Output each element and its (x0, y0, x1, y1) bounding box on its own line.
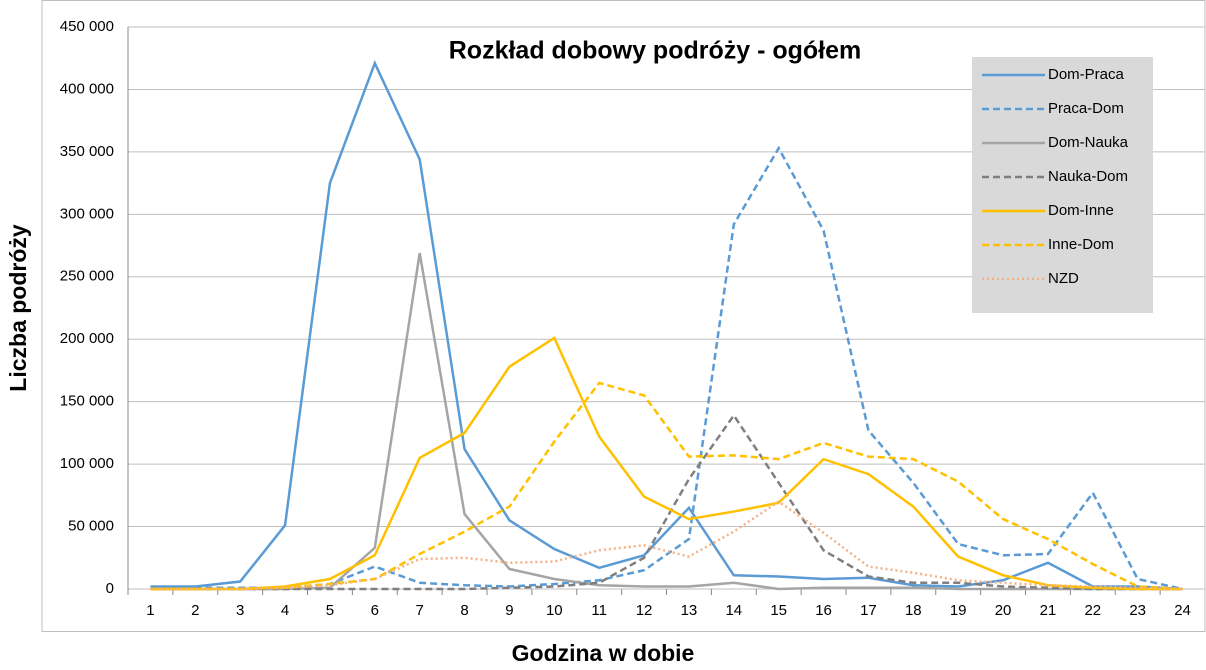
y-axis-title: Liczba podróży (5, 224, 31, 392)
x-tick-label: 9 (505, 602, 513, 619)
x-tick-label: 12 (636, 602, 653, 619)
x-tick-label: 16 (815, 602, 832, 619)
x-tick-label: 22 (1084, 602, 1101, 619)
series-line (150, 252, 1183, 591)
y-tick-label: 400 000 (60, 80, 114, 97)
x-tick-label: 11 (591, 602, 607, 619)
x-tick-label: 17 (860, 602, 877, 619)
x-tick-label: 23 (1129, 602, 1146, 619)
y-tick-label: 200 000 (60, 330, 114, 347)
y-tick-label: 450 000 (60, 18, 114, 35)
y-tick-label: 150 000 (60, 393, 114, 410)
series-line (150, 500, 1183, 591)
legend-label: Dom-Praca (1048, 66, 1125, 83)
x-tick-label: 10 (546, 602, 563, 619)
x-tick-label: 24 (1174, 602, 1191, 619)
x-tick-label: 1 (146, 602, 154, 619)
x-tick-label: 21 (1040, 602, 1057, 619)
series-line (150, 145, 1183, 591)
legend-label: Inne-Dom (1048, 236, 1114, 253)
y-tick-label: 100 000 (60, 455, 114, 472)
chart-title: Rozkład dobowy podróży - ogółem (449, 37, 862, 65)
x-tick-label: 3 (236, 602, 244, 619)
legend-box (972, 57, 1153, 313)
x-tick-label: 7 (416, 602, 424, 619)
x-tick-label: 6 (371, 602, 379, 619)
y-tick-label: 50 000 (68, 518, 114, 535)
y-tick-label: 350 000 (60, 143, 114, 160)
series-line (150, 413, 1183, 591)
y-tick-label: 300 000 (60, 205, 114, 222)
x-tick-label: 19 (950, 602, 967, 619)
legend-label: NZD (1048, 270, 1079, 287)
legend-label: Dom-Inne (1048, 202, 1114, 219)
legend-label: Nauka-Dom (1048, 168, 1128, 185)
legend-label: Praca-Dom (1048, 100, 1124, 117)
y-tick-label: 250 000 (60, 268, 114, 285)
x-tick-label: 18 (905, 602, 922, 619)
x-tick-label: 5 (326, 602, 334, 619)
x-tick-label: 8 (460, 602, 468, 619)
x-tick-label: 2 (191, 602, 199, 619)
legend-label: Dom-Nauka (1048, 134, 1129, 151)
x-tick-label: 4 (281, 602, 289, 619)
x-tick-label: 13 (681, 602, 698, 619)
x-tick-label: 14 (725, 602, 742, 619)
series-line (150, 336, 1183, 591)
x-axis-title: Godzina w dobie (512, 640, 695, 666)
y-tick-label: 0 (106, 580, 114, 597)
x-tick-label: 20 (995, 602, 1012, 619)
x-tick-label: 15 (770, 602, 787, 619)
